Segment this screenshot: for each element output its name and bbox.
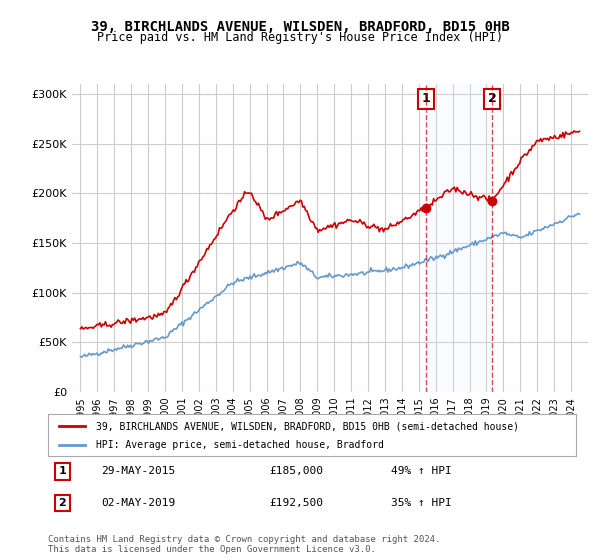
Text: 39, BIRCHLANDS AVENUE, WILSDEN, BRADFORD, BD15 0HB: 39, BIRCHLANDS AVENUE, WILSDEN, BRADFORD… <box>91 20 509 34</box>
Bar <box>426 84 492 392</box>
Text: HPI: Average price, semi-detached house, Bradford: HPI: Average price, semi-detached house,… <box>95 440 383 450</box>
Text: 2: 2 <box>59 498 67 508</box>
Text: 39, BIRCHLANDS AVENUE, WILSDEN, BRADFORD, BD15 0HB (semi-detached house): 39, BIRCHLANDS AVENUE, WILSDEN, BRADFORD… <box>95 421 518 431</box>
Text: 02-MAY-2019: 02-MAY-2019 <box>101 498 175 508</box>
Text: 2: 2 <box>488 92 496 105</box>
Text: £185,000: £185,000 <box>270 466 324 477</box>
Text: £192,500: £192,500 <box>270 498 324 508</box>
Text: 35% ↑ HPI: 35% ↑ HPI <box>391 498 452 508</box>
Text: Price paid vs. HM Land Registry's House Price Index (HPI): Price paid vs. HM Land Registry's House … <box>97 31 503 44</box>
Text: Contains HM Land Registry data © Crown copyright and database right 2024.
This d: Contains HM Land Registry data © Crown c… <box>48 535 440 554</box>
Text: 29-MAY-2015: 29-MAY-2015 <box>101 466 175 477</box>
Text: 49% ↑ HPI: 49% ↑ HPI <box>391 466 452 477</box>
Text: 1: 1 <box>421 92 430 105</box>
Text: 1: 1 <box>59 466 67 477</box>
